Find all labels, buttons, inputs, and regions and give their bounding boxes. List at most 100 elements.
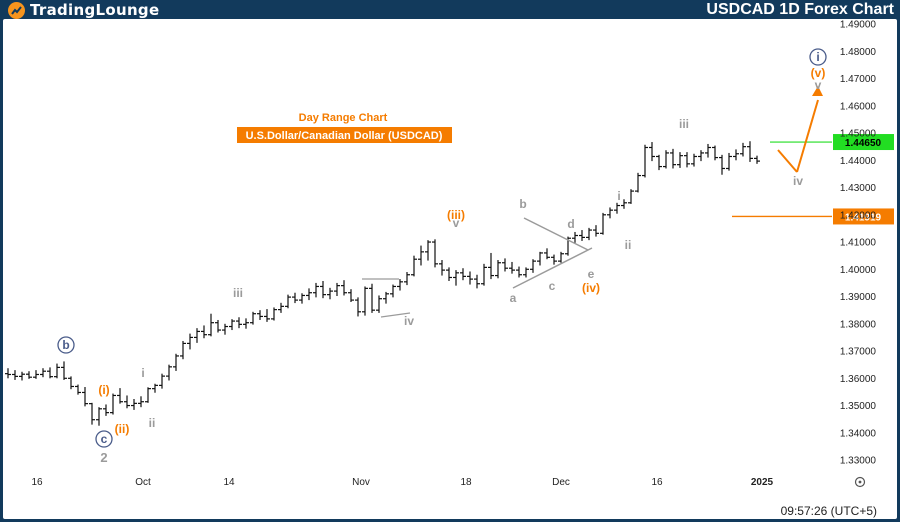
x-tick-label: Dec	[552, 477, 570, 488]
wave-label: c	[95, 430, 113, 448]
wave-label: e	[588, 267, 595, 281]
ohlc-bar	[614, 202, 620, 214]
ohlc-bar	[544, 248, 550, 260]
ohlc-bar	[243, 318, 249, 329]
ohlc-bar	[607, 207, 613, 219]
ohlc-bar	[152, 383, 158, 393]
wave-label-text: (ii)	[115, 422, 130, 436]
wave-label-text: i	[141, 366, 144, 380]
ohlc-bar	[89, 402, 95, 425]
timestamp: 09:57:26 (UTC+5)	[781, 504, 877, 518]
ohlc-bar	[726, 152, 732, 171]
ohlc-bar	[404, 272, 410, 286]
chart-subtitle-box	[237, 127, 452, 143]
y-tick-label: 1.34000	[840, 428, 877, 439]
wave-label-text: (iv)	[582, 281, 600, 295]
ohlc-bar	[390, 284, 396, 298]
wave-label: d	[567, 217, 574, 231]
wave-label: i	[617, 189, 620, 203]
current-price-box	[833, 134, 894, 151]
ohlc-bar	[166, 364, 172, 381]
ohlc-bar	[586, 227, 592, 241]
ohlc-bar	[649, 142, 655, 162]
ohlc-bar	[551, 254, 557, 265]
wave-label-text: v	[815, 78, 822, 92]
ohlc-bar	[278, 302, 284, 313]
chart-subtitle: U.S.Dollar/Canadian Dollar (USDCAD)	[246, 130, 443, 142]
wave-label-text: b	[519, 197, 526, 211]
ohlc-bar	[593, 225, 599, 237]
wave-label: i	[141, 366, 144, 380]
ohlc-bar	[68, 376, 74, 390]
ohlc-bar	[453, 270, 459, 286]
chart-frame	[3, 19, 897, 519]
ohlc-bar	[754, 155, 760, 164]
ohlc-bar	[299, 293, 305, 304]
ohlc-bar	[488, 252, 494, 280]
y-tick-label: 1.33000	[840, 456, 877, 467]
ohlc-bar	[117, 388, 123, 404]
wave-label: b	[519, 197, 526, 211]
wave-label-text: iv	[404, 314, 414, 328]
wave-label-text: i	[617, 189, 620, 203]
y-tick-label: 1.38000	[840, 319, 877, 330]
x-tick-label: Oct	[135, 477, 151, 488]
wave-overlays: 1.44650 1.41919	[362, 86, 894, 318]
triangle-lower-line	[512, 247, 593, 289]
ohlc-bar	[642, 144, 648, 178]
y-tick-label: 1.37000	[840, 347, 877, 358]
ohlc-bar	[432, 239, 438, 268]
ohlc-bar	[145, 387, 151, 403]
wave-label-text: a	[510, 291, 517, 305]
header-bar: TradingLounge USDCAD 1D Forex Chart	[0, 0, 900, 20]
ohlc-bar	[558, 251, 564, 263]
ohlc-bar	[502, 258, 508, 272]
ohlc-bar	[19, 371, 25, 381]
ohlc-bar	[369, 283, 375, 313]
settings-icon[interactable]	[854, 476, 866, 488]
wave-label-text: (v)	[811, 66, 826, 80]
ohlc-bar	[621, 199, 627, 209]
ohlc-bar	[635, 172, 641, 193]
ohlc-bar	[362, 286, 368, 316]
level-line-label: 1.41919	[845, 212, 882, 223]
ohlc-bar	[334, 282, 340, 296]
ohlc-bar	[481, 263, 487, 286]
ohlc-bar	[264, 309, 270, 322]
ohlc-bar	[215, 319, 221, 333]
ohlc-bar	[670, 148, 676, 169]
ohlc-bar	[376, 295, 382, 313]
ohlc-bar	[747, 141, 753, 162]
ohlc-bar	[201, 325, 207, 339]
ohlc-bar	[530, 259, 536, 273]
wave-label-text: i	[816, 50, 819, 64]
y-tick-label: 1.48000	[840, 47, 877, 58]
y-tick-label: 1.35000	[840, 401, 877, 412]
ohlc-bar	[663, 150, 669, 169]
wave-label: ii	[625, 238, 632, 252]
ohlc-bar	[537, 251, 543, 266]
y-tick-label: 1.45000	[840, 129, 877, 140]
x-tick-label: 16	[651, 477, 663, 488]
triangle-upper-line	[523, 217, 589, 251]
wave-label-circle	[95, 430, 113, 448]
x-tick-label: 2025	[751, 477, 774, 488]
wave-label-text: e	[588, 267, 595, 281]
ohlc-bar	[236, 317, 242, 329]
ohlc-bar	[719, 154, 725, 175]
ohlc-bar	[600, 212, 606, 235]
ohlc-bar	[460, 268, 466, 281]
wave-label: iii	[233, 286, 243, 300]
ohlc-bar	[54, 363, 60, 379]
chart-title: USDCAD 1D Forex Chart	[706, 1, 894, 18]
wave-label-text: ii	[149, 416, 156, 430]
ohlc-bar	[684, 152, 690, 168]
ohlc-bar	[733, 149, 739, 161]
ohlc-bar	[656, 154, 662, 171]
wave-iv-bottom-line	[380, 312, 411, 318]
ohlc-bar	[397, 279, 403, 291]
tradinglounge-logo: TradingLounge	[8, 1, 159, 19]
y-tick-label: 1.49000	[840, 20, 877, 31]
ohlc-bar	[425, 240, 431, 261]
